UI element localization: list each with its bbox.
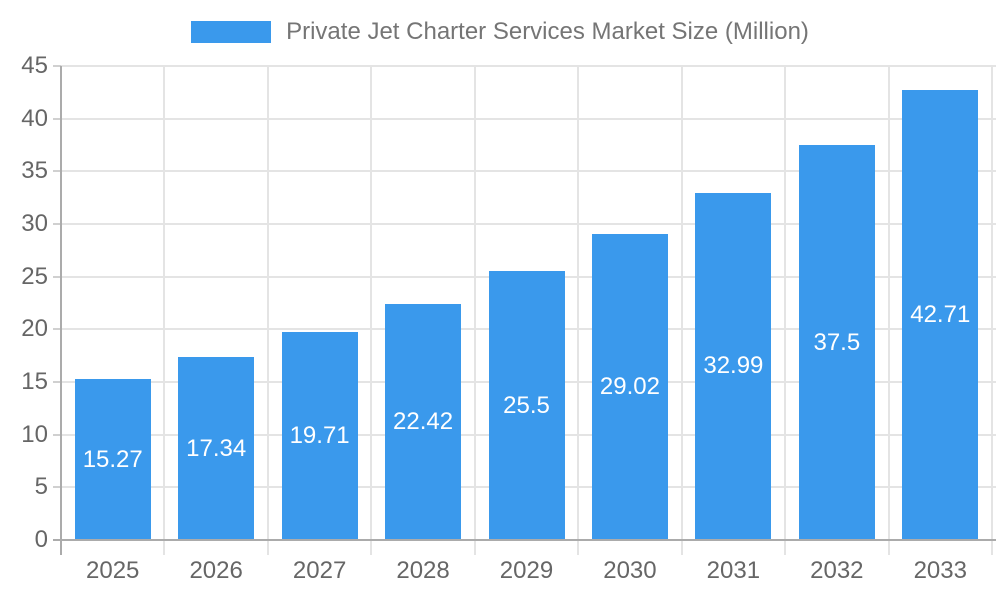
x-tick-label: 2028 xyxy=(396,557,450,584)
y-gridline xyxy=(61,170,996,173)
x-gridline xyxy=(991,66,993,555)
bar-2030[interactable] xyxy=(591,234,668,540)
bar-2033[interactable] xyxy=(902,90,979,540)
y-axis-tick xyxy=(53,223,61,225)
y-tick-label: 0 xyxy=(34,526,48,553)
x-gridline xyxy=(370,66,373,555)
bar-value-label: 37.5 xyxy=(813,328,861,356)
y-tick-label: 40 xyxy=(21,104,48,132)
x-gridline xyxy=(887,66,890,555)
y-tick-label: 15 xyxy=(21,368,48,395)
x-gridline xyxy=(163,66,166,555)
bar-value-label: 19.71 xyxy=(289,422,350,450)
legend-swatch xyxy=(191,21,272,43)
y-tick-label: 35 xyxy=(21,157,48,185)
x-gridline xyxy=(577,66,580,555)
bar-2031[interactable] xyxy=(695,192,772,540)
y-axis-tick xyxy=(53,275,61,278)
bar-2028[interactable] xyxy=(385,303,462,540)
y-tick-label: 30 xyxy=(21,210,48,237)
bar-2027[interactable] xyxy=(281,332,358,540)
y-axis-tick xyxy=(53,486,61,489)
x-axis-line xyxy=(53,539,996,541)
y-tick-label: 5 xyxy=(34,473,48,501)
bar-2029[interactable] xyxy=(488,271,565,540)
bar-value-label: 42.71 xyxy=(910,301,971,329)
y-axis-tick xyxy=(53,65,61,67)
y-axis-tick xyxy=(53,170,61,173)
y-gridline xyxy=(61,117,996,120)
x-tick-label: 2030 xyxy=(603,557,657,584)
y-axis-line xyxy=(60,66,62,555)
bar-2025[interactable] xyxy=(74,379,151,540)
bar-value-label: 17.34 xyxy=(186,434,247,462)
x-gridline xyxy=(266,66,269,555)
y-axis-tick xyxy=(53,328,61,331)
y-tick-label: 45 xyxy=(21,52,48,79)
bar-value-label: 29.02 xyxy=(599,373,660,401)
legend-title: Private Jet Charter Services Market Size… xyxy=(286,18,809,45)
x-tick-label: 2033 xyxy=(913,557,967,584)
bar-2032[interactable] xyxy=(798,145,875,540)
y-axis-tick xyxy=(53,433,61,436)
bar-2026[interactable] xyxy=(178,357,255,540)
x-gridline xyxy=(680,66,683,555)
x-tick-label: 2027 xyxy=(292,557,347,584)
bar-value-label: 22.42 xyxy=(393,407,454,435)
legend[interactable]: Private Jet Charter Services Market Size… xyxy=(0,18,1000,46)
bar-value-label: 25.5 xyxy=(503,391,550,419)
bar-value-label: 32.99 xyxy=(703,352,764,380)
y-tick-label: 25 xyxy=(21,262,48,290)
x-tick-label: 2031 xyxy=(706,557,761,584)
x-tick-label: 2032 xyxy=(810,557,864,584)
x-tick-label: 2026 xyxy=(189,557,243,584)
y-gridline xyxy=(61,223,996,225)
x-gridline xyxy=(784,66,787,555)
y-tick-label: 20 xyxy=(21,315,48,343)
bar-value-label: 15.27 xyxy=(82,445,143,473)
x-tick-label: 2029 xyxy=(499,557,554,584)
y-tick-label: 10 xyxy=(21,420,48,448)
x-gridline xyxy=(473,66,476,555)
x-tick-label: 2025 xyxy=(86,557,140,584)
y-axis-tick xyxy=(53,381,61,383)
y-axis-tick xyxy=(53,117,61,120)
y-gridline xyxy=(61,65,996,67)
